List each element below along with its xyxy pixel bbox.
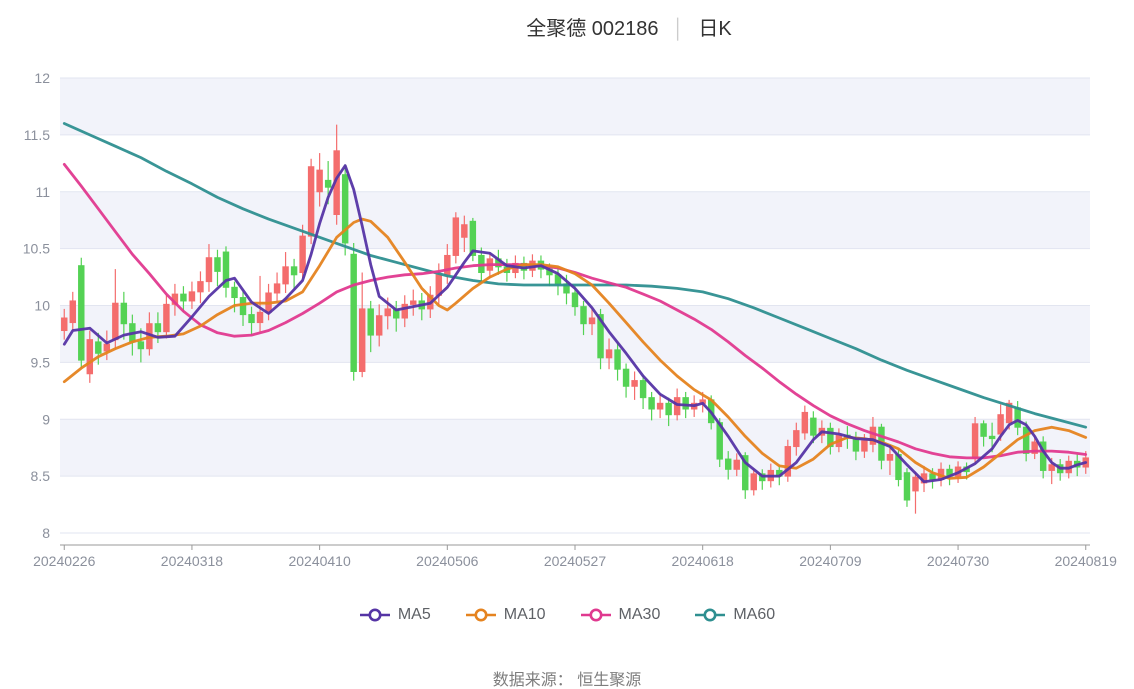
svg-text:10: 10 (34, 298, 50, 314)
ma-line-ma60 (62, 122, 1088, 429)
legend-item-ma60[interactable]: MA60 (694, 606, 775, 624)
ma10-legend-marker-icon (465, 608, 496, 622)
ma5-legend-marker-icon (359, 608, 390, 622)
chart-legend: MA5 MA10 MA30 MA60 (0, 606, 1134, 624)
svg-text:8.5: 8.5 (31, 468, 51, 484)
svg-text:20240709: 20240709 (799, 553, 862, 569)
stock-name-code: 全聚德 002186 (526, 18, 659, 40)
candlestick-chart-area[interactable]: 12 11.5 11 10.5 10 9.5 9 8.5 8 20240226 20240318 20… (0, 0, 1134, 575)
legend-item-ma5[interactable]: MA5 (359, 606, 431, 624)
legend-item-ma10[interactable]: MA10 (465, 606, 546, 624)
legend-label-ma60: MA60 (733, 606, 776, 623)
svg-text:20240506: 20240506 (416, 553, 479, 569)
svg-text:9.5: 9.5 (31, 354, 51, 370)
ma30-legend-marker-icon (580, 608, 611, 622)
ma-line-ma10 (62, 217, 1088, 480)
svg-text:11: 11 (35, 184, 50, 200)
candlestick-chart[interactable]: 12 11.5 11 10.5 10 9.5 9 8.5 8 20240226 20240318 20… (0, 0, 1134, 575)
svg-text:20240318: 20240318 (161, 553, 224, 569)
svg-text:20240730: 20240730 (927, 553, 990, 569)
legend-label-ma5: MA5 (397, 606, 431, 623)
svg-text:20240819: 20240819 (1055, 553, 1118, 569)
legend-label-ma10: MA10 (503, 606, 546, 623)
svg-text:20240527: 20240527 (544, 553, 607, 569)
chart-title: 全聚德 002186 │ 日K (0, 12, 1134, 41)
svg-text:10.5: 10.5 (23, 241, 50, 257)
legend-label-ma30: MA30 (618, 606, 661, 623)
svg-text:20240410: 20240410 (288, 553, 351, 569)
data-source-note: 数据来源： 恒生聚源 (492, 672, 642, 689)
svg-text:20240618: 20240618 (672, 553, 735, 569)
svg-text:9: 9 (42, 411, 50, 427)
ma-line-ma5 (62, 164, 1088, 484)
svg-text:11.5: 11.5 (24, 127, 50, 143)
ma60-legend-marker-icon (695, 608, 726, 622)
title-separator: │ (672, 19, 685, 40)
svg-text:8: 8 (42, 525, 50, 541)
period-label: 日K (698, 18, 732, 40)
svg-text:12: 12 (34, 70, 50, 86)
svg-text:20240226: 20240226 (33, 553, 96, 569)
legend-item-ma30[interactable]: MA30 (580, 606, 661, 624)
